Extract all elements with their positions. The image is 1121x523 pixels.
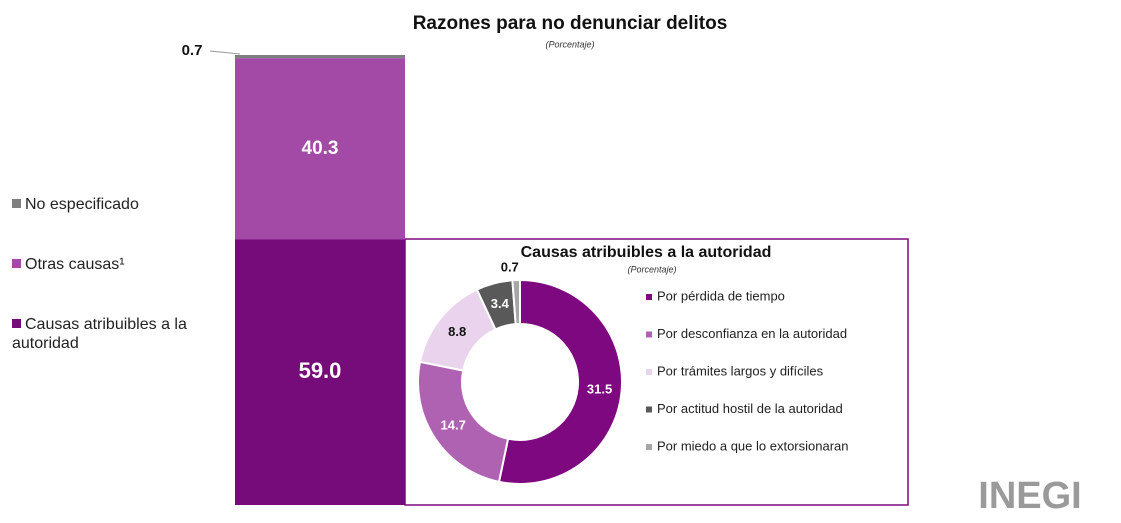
legend-label: Por pérdida de tiempo [657, 288, 785, 303]
data-label: 3.4 [491, 296, 510, 311]
legend-label: Por actitud hostil de la autoridad [657, 401, 843, 416]
bar-segment [235, 58, 405, 240]
data-label: 8.8 [448, 324, 466, 339]
data-label: 40.3 [302, 138, 339, 159]
legend-label: Causas atribuibles a la autoridad [12, 316, 187, 352]
legend-swatch [12, 319, 21, 328]
legend-label: Por trámites largos y difíciles [657, 363, 824, 378]
data-label: 31.5 [587, 382, 612, 397]
legend-swatch [646, 406, 652, 413]
legend-item: No especificado [12, 195, 222, 214]
data-label: 59.0 [299, 358, 342, 383]
chart-subtitle: (Porcentaje) [545, 39, 594, 49]
bar-segment [235, 55, 405, 59]
legend-label: Por desconfianza en la autoridad [657, 326, 847, 341]
legend-swatch [646, 369, 652, 375]
legend-swatch [646, 444, 652, 450]
data-label: 0.7 [501, 260, 519, 275]
legend-label: Otras causas¹ [25, 256, 125, 273]
legend-swatch [646, 294, 652, 300]
chart-title: Razones para no denunciar delitos [413, 13, 728, 34]
legend-label: No especificado [25, 196, 139, 213]
legend-label: Por miedo a que lo extorsionaran [657, 438, 849, 453]
donut-slice [511, 278, 521, 326]
data-label: 14.7 [441, 417, 466, 432]
inset-subtitle: (Porcentaje) [627, 264, 676, 274]
legend-item: Otras causas¹ [12, 255, 222, 274]
legend-swatch [12, 259, 21, 268]
bar-segment [235, 239, 405, 505]
legend-swatch [12, 199, 21, 208]
donut-slice [497, 278, 623, 485]
inset-title: Causas atribuibles a la autoridad [521, 244, 772, 261]
legend-item: Causas atribuibles a la autoridad [12, 315, 222, 353]
logo: INEGI [978, 475, 1081, 517]
data-label: 0.7 [182, 42, 203, 59]
legend-swatch [646, 331, 652, 338]
leader-line [209, 50, 241, 55]
